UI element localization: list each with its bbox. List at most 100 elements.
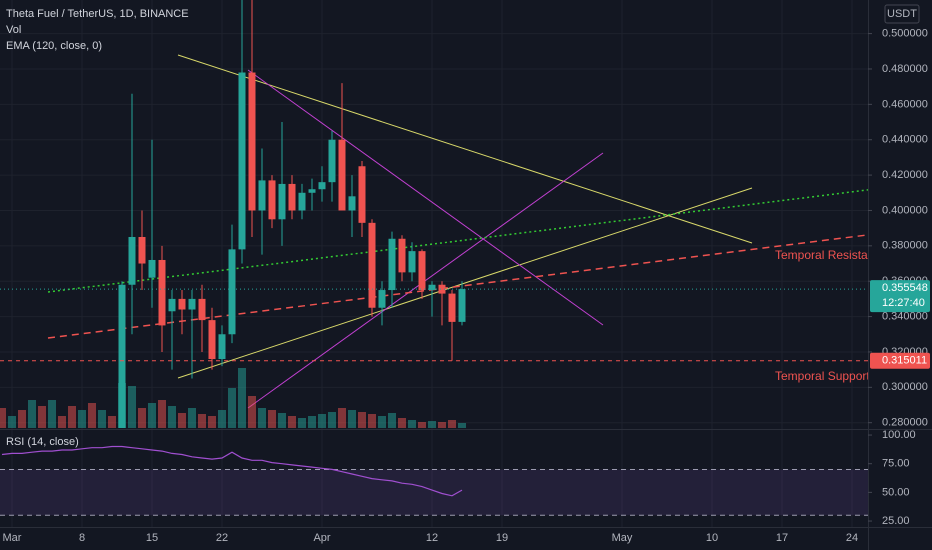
annotation: Temporal Support <box>775 369 870 383</box>
candle-body <box>308 189 316 193</box>
candle-body <box>268 180 276 220</box>
volume-bar <box>448 420 456 428</box>
volume-bar <box>408 420 416 428</box>
candle-body <box>218 334 226 360</box>
volume-bar <box>428 421 436 428</box>
chart-title: Theta Fuel / TetherUS, 1D, BINANCE <box>6 8 189 20</box>
x-tick-label: 12 <box>426 532 438 544</box>
rsi-title: RSI (14, close) <box>6 436 79 448</box>
volume-bar <box>388 413 396 428</box>
candle-body <box>348 196 356 211</box>
candle-body <box>378 290 386 308</box>
trend-line <box>247 69 604 326</box>
volume-bar <box>128 386 136 428</box>
x-tick-label: 8 <box>79 532 85 544</box>
volume-bar <box>38 406 46 428</box>
trend-line <box>177 187 753 379</box>
volume-bar <box>418 422 426 428</box>
price-label: 0.315011 <box>882 355 927 367</box>
legend-item: Vol <box>6 24 21 36</box>
candle-body <box>278 183 286 220</box>
trend-line <box>47 234 868 339</box>
volume-bar <box>228 388 236 428</box>
volume-bar <box>98 410 106 428</box>
annotation: Temporal Resistant <box>775 248 878 262</box>
volume-bar <box>178 413 186 428</box>
currency-badge[interactable] <box>884 4 920 24</box>
candle-body <box>298 192 306 211</box>
candle-body <box>358 166 366 223</box>
rsi-line <box>1 445 463 497</box>
volume-bar <box>138 408 146 428</box>
volume-bar <box>328 412 336 428</box>
candle-body <box>328 139 336 183</box>
volume-bar <box>278 413 286 428</box>
candle-body <box>148 259 156 278</box>
price-label: 0.355548 <box>882 282 928 294</box>
candle-body <box>228 249 236 335</box>
candle-body <box>138 236 146 264</box>
y-tick-label: 100.00 <box>882 429 916 441</box>
volume-bar <box>208 416 216 428</box>
volume-bar <box>48 400 56 428</box>
volume-bar <box>368 414 376 428</box>
y-tick-label: 0.420000 <box>882 169 928 181</box>
candle-body <box>418 251 426 291</box>
candle-body <box>168 298 176 312</box>
volume-bar <box>0 408 6 428</box>
x-tick-label: 10 <box>706 532 718 544</box>
candle-body <box>178 298 186 310</box>
legend-item: EMA (120, close, 0) <box>6 40 102 52</box>
candle-body <box>408 251 416 273</box>
price-pane: Temporal Resistant Temporal Support <box>0 0 878 428</box>
volume-bar <box>358 412 366 428</box>
volume-bar <box>218 410 226 428</box>
volume-bar <box>28 400 36 428</box>
volume-bar <box>398 418 406 428</box>
candle-body <box>438 284 446 294</box>
countdown: 12:27:40 <box>882 297 925 309</box>
volume-bar <box>288 416 296 428</box>
volume-bar <box>298 418 306 428</box>
volume-bar <box>8 416 16 428</box>
candle-body <box>448 293 456 322</box>
volume-bar <box>268 410 276 428</box>
candle-body <box>128 236 136 285</box>
y-tick-label: 0.500000 <box>882 28 928 40</box>
y-tick-label: 0.280000 <box>882 417 928 429</box>
x-tick-label: 19 <box>496 532 508 544</box>
volume-bar <box>108 416 116 428</box>
candle-body <box>188 298 196 310</box>
x-tick-label: 15 <box>146 532 158 544</box>
candle-body <box>398 238 406 273</box>
x-tick-label: Apr <box>313 532 330 544</box>
candle-body <box>158 259 166 326</box>
x-tick-label: 17 <box>776 532 788 544</box>
rsi-band <box>0 469 868 516</box>
candle-body <box>388 238 396 291</box>
x-tick-label: May <box>612 532 633 544</box>
candle-body <box>458 289 466 322</box>
candle-body <box>208 320 216 360</box>
y-tick-label: 0.300000 <box>882 381 928 393</box>
volume-bar <box>438 422 446 428</box>
rsi-pane <box>0 445 868 516</box>
volume-bar <box>258 408 266 428</box>
x-tick-label: 22 <box>216 532 228 544</box>
y-tick-label: 0.380000 <box>882 240 928 252</box>
volume-bar <box>78 410 86 428</box>
y-tick-label: 25.00 <box>882 515 910 527</box>
trend-line <box>47 189 868 293</box>
price-badge <box>870 280 930 313</box>
y-tick-label: 0.400000 <box>882 204 928 216</box>
y-tick-label: 0.440000 <box>882 134 928 146</box>
candle-body <box>238 72 246 250</box>
volume-bar <box>458 423 466 428</box>
x-tick-label: 24 <box>846 532 858 544</box>
volume-bar <box>198 414 206 428</box>
volume-bar <box>148 403 156 428</box>
volume-bar <box>18 410 26 428</box>
candle-body <box>198 298 206 321</box>
